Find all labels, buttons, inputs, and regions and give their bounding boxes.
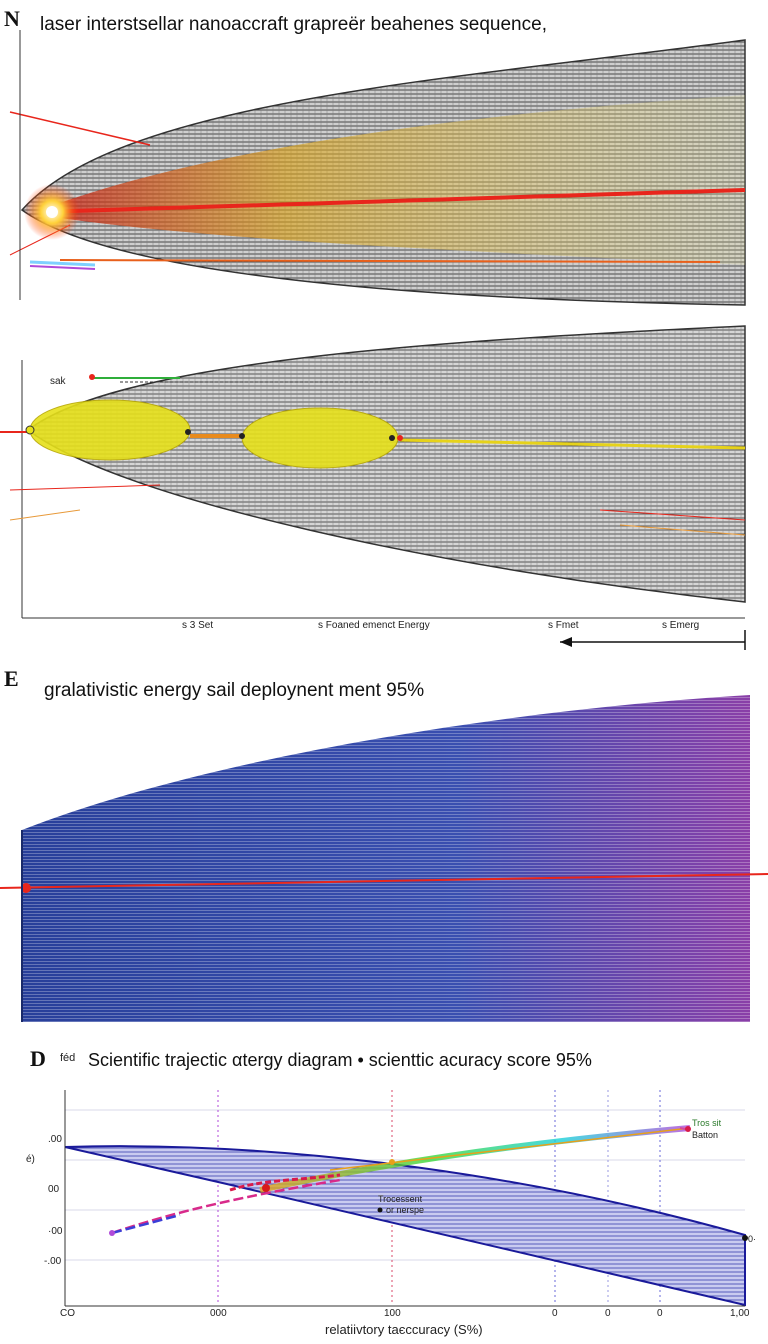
x-tick-d-1: CO [60, 1308, 75, 1319]
x-axis-label: relatiivtory taєccuracy (S%) [325, 1322, 483, 1337]
x-tick-d-7: 1,00 [730, 1308, 750, 1319]
panel-d: D féd Scientific trajectic αtergy diagra… [0, 1030, 768, 1344]
sail-pod-1 [29, 399, 191, 461]
panel-e-title: gralativistic energy sail deploynent men… [44, 680, 425, 701]
x-tick-d-2: 000 [210, 1308, 227, 1319]
panel-d-diagram [64, 1090, 748, 1307]
x-tick-4: s Emerg [662, 620, 700, 631]
y-tick-3: ·00 [48, 1226, 63, 1237]
panel-e-letter: E [4, 666, 19, 691]
trajectory-band [64, 1145, 746, 1307]
x-tick-d-4: 0 [552, 1308, 558, 1319]
laser-beam-e [0, 873, 768, 889]
annotation-line-1: Trocessent [378, 1194, 423, 1204]
x-tick-d-6: 0 [657, 1308, 663, 1319]
x-tick-d-5: 0 [605, 1308, 611, 1319]
panel-e-diagram [0, 695, 768, 1022]
laser-beam-n [39, 188, 746, 214]
x-tick-3: s Fmet [548, 620, 579, 631]
end-label: 0· [748, 1234, 757, 1244]
y-tick-2: 00 [48, 1184, 60, 1195]
sail-label: sak [50, 376, 66, 387]
magenta-trajectory [111, 1178, 341, 1235]
panel-n-diagram [9, 30, 746, 306]
y-tick-1: .00 [48, 1134, 62, 1145]
panel-e: E gralativistic energy sail deploynent m… [0, 660, 768, 1030]
x-tick-1: s 3 Set [182, 620, 214, 631]
x-tick-2: s Foaned emenct Energy [318, 620, 430, 631]
legend-item-1: Tros sit [692, 1118, 722, 1128]
annotation-line-2: or nerspe [386, 1205, 425, 1215]
panel-mid: sak s 3 Set s Foaned emenct Energy s Fme… [0, 320, 768, 660]
legend-item-2: Batton [692, 1130, 719, 1140]
y-axis-label: é) [26, 1154, 35, 1165]
sail-glow-n [40, 95, 745, 265]
panel-n-letter: N [4, 6, 20, 31]
panel-d-letter: D [30, 1046, 46, 1071]
x-tick-d-3: 100 [384, 1308, 401, 1319]
y-tick-4: -.00 [44, 1256, 62, 1267]
panel-d-side-label: féd [60, 1052, 76, 1064]
panel-mid-diagram [0, 325, 746, 650]
panel-d-title: Scientific trajectic αtergy diagram • sc… [88, 1050, 592, 1070]
rainbow-trajectory [259, 1125, 691, 1193]
panel-n: N laser interstsellar nanoaccraft grapre… [0, 0, 768, 320]
sail-pod-2 [241, 407, 399, 469]
panel-n-title: laser interstsellar nanoaccraft grapreёr… [40, 14, 547, 35]
sail-mesh-mid [26, 325, 746, 603]
